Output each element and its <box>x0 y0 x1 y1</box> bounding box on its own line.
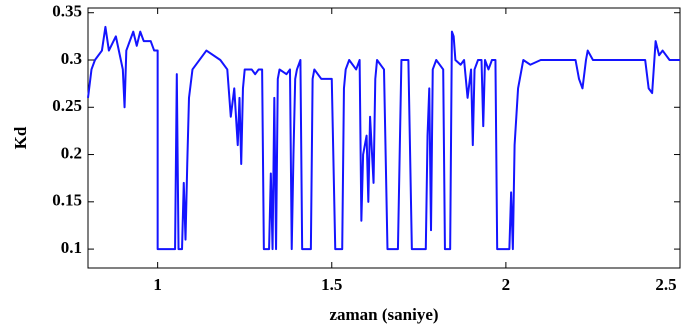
data-line <box>87 25 680 251</box>
y-axis-label: Kd <box>11 126 30 149</box>
x-tick-label: 2.5 <box>655 275 676 294</box>
x-tick-label: 2 <box>502 275 511 294</box>
y-tick-label: 0.25 <box>52 96 82 115</box>
plot-frame <box>87 7 681 269</box>
x-tick-label: 1 <box>153 275 162 294</box>
y-tick-label: 0.1 <box>61 238 82 257</box>
y-tick-label: 0.2 <box>61 143 82 162</box>
y-tick-label: 0.3 <box>61 49 82 68</box>
x-axis-label: zaman (saniye) <box>329 305 438 324</box>
y-tick-label: 0.35 <box>52 2 82 21</box>
x-tick-label: 1.5 <box>321 275 342 294</box>
y-tick-label: 0.15 <box>52 191 82 210</box>
